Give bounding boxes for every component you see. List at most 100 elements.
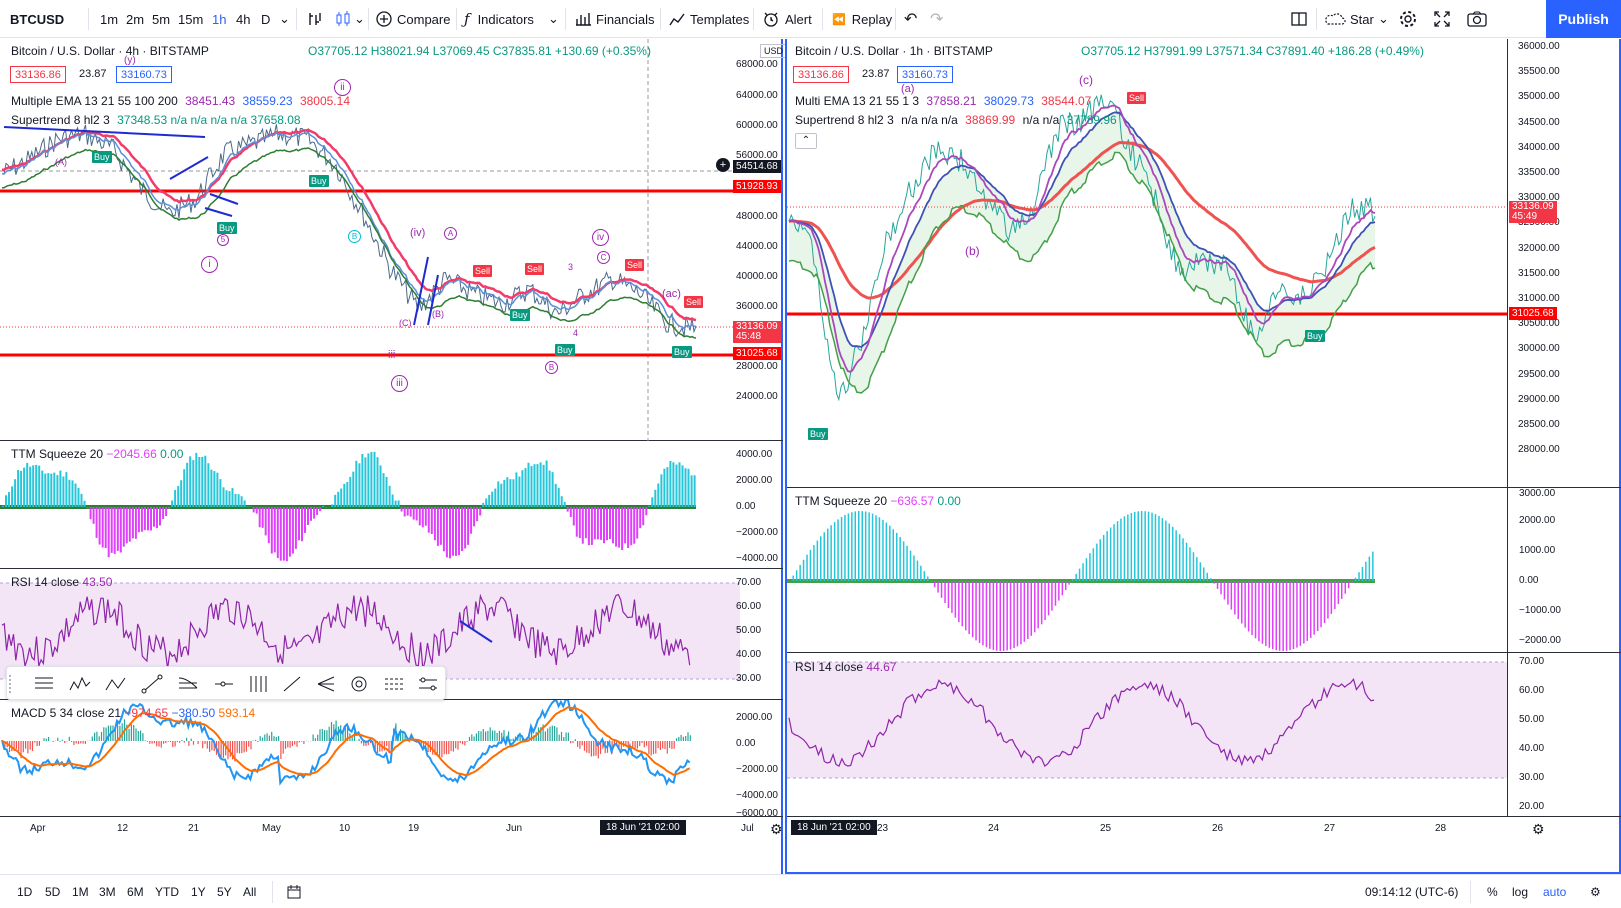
range-1M[interactable]: 1M bbox=[72, 875, 89, 908]
elliott-wave-icon[interactable] bbox=[69, 674, 91, 694]
interval-D[interactable]: D bbox=[261, 0, 270, 38]
wave-label: A bbox=[444, 227, 457, 240]
parallel-channel-icon[interactable] bbox=[417, 674, 439, 694]
left-price-tick: 68000.00 bbox=[736, 59, 778, 70]
star-chevron-icon[interactable]: ⌄ bbox=[1378, 0, 1389, 38]
replay-button[interactable]: ⏪Replay bbox=[832, 0, 892, 38]
fib-retracement-icon[interactable] bbox=[177, 674, 199, 694]
right-ttm-legend: TTM Squeeze 20 −636.57 0.00 bbox=[795, 494, 961, 508]
sell-signal: Sell bbox=[625, 259, 644, 271]
axis-settings-gear-icon[interactable]: ⚙ bbox=[770, 821, 783, 838]
templates-button[interactable]: Templates bbox=[668, 0, 749, 38]
position-tool-icon[interactable] bbox=[383, 674, 405, 694]
interval-4h[interactable]: 4h bbox=[236, 0, 250, 38]
right-price-pane[interactable]: Bitcoin / U.S. Dollar · 1h · BITSTAMP O3… bbox=[787, 39, 1621, 488]
time-tick: 21 bbox=[188, 823, 199, 834]
left-ttm-tick: −4000.00 bbox=[736, 553, 778, 564]
range-1Y[interactable]: 1Y bbox=[191, 875, 206, 908]
vertical-lines-icon[interactable] bbox=[247, 674, 269, 694]
abc-pattern-icon[interactable] bbox=[105, 674, 127, 694]
right-ttm-pane[interactable]: TTM Squeeze 20 −636.57 0.00 3000.00 2000… bbox=[787, 488, 1621, 653]
interval-dropdown-chevron-icon[interactable]: ⌄ bbox=[279, 0, 290, 38]
interval-15m[interactable]: 15m bbox=[178, 0, 203, 38]
range-6M[interactable]: 6M bbox=[127, 875, 144, 908]
right-ttm-histogram bbox=[787, 488, 1507, 653]
clock-timezone[interactable]: 09:14:12 (UTC-6) bbox=[1365, 875, 1458, 908]
auto-scale-toggle[interactable]: auto bbox=[1543, 875, 1566, 908]
time-tick: 12 bbox=[117, 823, 128, 834]
horizontal-ray-icon[interactable] bbox=[213, 674, 235, 694]
left-ttm-tick: 0.00 bbox=[736, 501, 755, 512]
wave-label: (c) bbox=[1079, 73, 1093, 87]
right-bid-box[interactable]: 33136.86 bbox=[793, 66, 849, 83]
left-ohlc-readout: O37705.12 H38021.94 L37069.45 C37835.81 … bbox=[308, 44, 651, 58]
interval-1m[interactable]: 1m bbox=[100, 0, 118, 38]
bar-style-icon[interactable] bbox=[306, 0, 324, 38]
right-ttm-tick: 2000.00 bbox=[1519, 515, 1555, 526]
camera-icon[interactable] bbox=[1466, 0, 1488, 38]
right-price-tick: 30000.00 bbox=[1518, 343, 1560, 354]
collapse-legend-chevron-up-icon[interactable]: ⌃ bbox=[795, 133, 817, 149]
range-3M[interactable]: 3M bbox=[99, 875, 116, 908]
layout-icon[interactable] bbox=[1290, 0, 1308, 38]
percent-scale-toggle[interactable]: % bbox=[1487, 875, 1498, 908]
right-supertrend-legend: Supertrend 8 hl2 3 n/a n/a n/a 38869.99 … bbox=[795, 113, 1117, 127]
range-1D[interactable]: 1D bbox=[17, 875, 32, 908]
undo-icon[interactable]: ↶ bbox=[904, 0, 917, 38]
right-price-tick: 29000.00 bbox=[1518, 394, 1560, 405]
add-alert-plus-icon[interactable]: + bbox=[716, 158, 730, 172]
fib-spiral-icon[interactable] bbox=[349, 674, 371, 694]
gear-icon[interactable] bbox=[1398, 0, 1418, 38]
left-ttm-tick: 2000.00 bbox=[736, 475, 772, 486]
right-ttm-tick: 1000.00 bbox=[1519, 545, 1555, 556]
trend-line-icon[interactable] bbox=[141, 674, 163, 694]
left-time-axis[interactable]: Apr 12 21 May 10 19 Jun Jul 18 Jun '21 0… bbox=[0, 817, 783, 841]
indicators-chevron-icon[interactable]: ⌄ bbox=[548, 0, 559, 38]
right-rsi-tick: 30.00 bbox=[1519, 772, 1544, 783]
star-button[interactable]: Star bbox=[1323, 0, 1374, 38]
left-currency-label[interactable]: USD bbox=[760, 44, 787, 58]
right-price-tick: 33500.00 bbox=[1518, 167, 1560, 178]
pitchfork-icon[interactable] bbox=[315, 674, 337, 694]
range-YTD[interactable]: YTD bbox=[155, 875, 179, 908]
right-ask-box[interactable]: 33160.73 bbox=[897, 66, 953, 83]
symbol-search[interactable]: BTCUSD bbox=[10, 0, 64, 38]
range-5Y[interactable]: 5Y bbox=[217, 875, 232, 908]
alert-button[interactable]: Alert bbox=[762, 0, 812, 38]
right-rsi-pane[interactable]: RSI 14 close 44.67 70.00 60.00 50.00 40.… bbox=[787, 653, 1621, 817]
axis-settings-gear-icon[interactable]: ⚙ bbox=[1532, 821, 1545, 838]
right-time-axis[interactable]: 18 Jun '21 02:00 23 24 25 26 27 28 ⚙ bbox=[787, 817, 1621, 841]
left-ask-box[interactable]: 33160.73 bbox=[116, 66, 172, 83]
left-ttm-pane[interactable]: TTM Squeeze 20 −2045.66 0.00 4000.00 200… bbox=[0, 441, 783, 569]
interval-2m[interactable]: 2m bbox=[126, 0, 144, 38]
fullscreen-icon[interactable] bbox=[1433, 0, 1451, 38]
compare-button[interactable]: Compare bbox=[375, 0, 450, 38]
wave-label: ii bbox=[334, 79, 351, 96]
wave-label: (y) bbox=[124, 55, 136, 66]
redo-icon[interactable]: ↷ bbox=[930, 0, 943, 38]
scale-settings-gear-icon[interactable]: ⚙ bbox=[1590, 875, 1601, 908]
left-macd-pane[interactable]: MACD 5 34 close 21 −974.65 −380.50 593.1… bbox=[0, 700, 783, 817]
financials-button[interactable]: Financials bbox=[574, 0, 655, 38]
left-price-pane[interactable]: Bitcoin / U.S. Dollar · 4h · BITSTAMP O3… bbox=[0, 39, 783, 441]
buy-signal: Buy bbox=[309, 175, 329, 187]
drag-handle-icon[interactable] bbox=[9, 675, 13, 693]
ray-icon[interactable] bbox=[281, 674, 303, 694]
horizontal-lines-icon[interactable] bbox=[33, 674, 55, 694]
candle-style-icon[interactable] bbox=[334, 0, 352, 38]
chart-type-chevron-icon[interactable]: ⌄ bbox=[354, 0, 365, 38]
goto-date-calendar-icon[interactable] bbox=[286, 875, 302, 908]
range-All[interactable]: All bbox=[243, 875, 256, 908]
crosshair-price-tag: 54514.68 bbox=[733, 160, 781, 173]
publish-button[interactable]: Publish bbox=[1546, 0, 1621, 38]
time-tick: 24 bbox=[988, 823, 999, 834]
right-ema-legend: Multi EMA 13 21 55 1 3 37858.21 38029.73… bbox=[795, 94, 1091, 108]
left-bid-box[interactable]: 33136.86 bbox=[10, 66, 66, 83]
log-scale-toggle[interactable]: log bbox=[1512, 875, 1528, 908]
right-price-tick: 31000.00 bbox=[1518, 293, 1560, 304]
interval-5m[interactable]: 5m bbox=[152, 0, 170, 38]
range-5D[interactable]: 5D bbox=[45, 875, 60, 908]
interval-1h[interactable]: 1h bbox=[212, 0, 226, 38]
